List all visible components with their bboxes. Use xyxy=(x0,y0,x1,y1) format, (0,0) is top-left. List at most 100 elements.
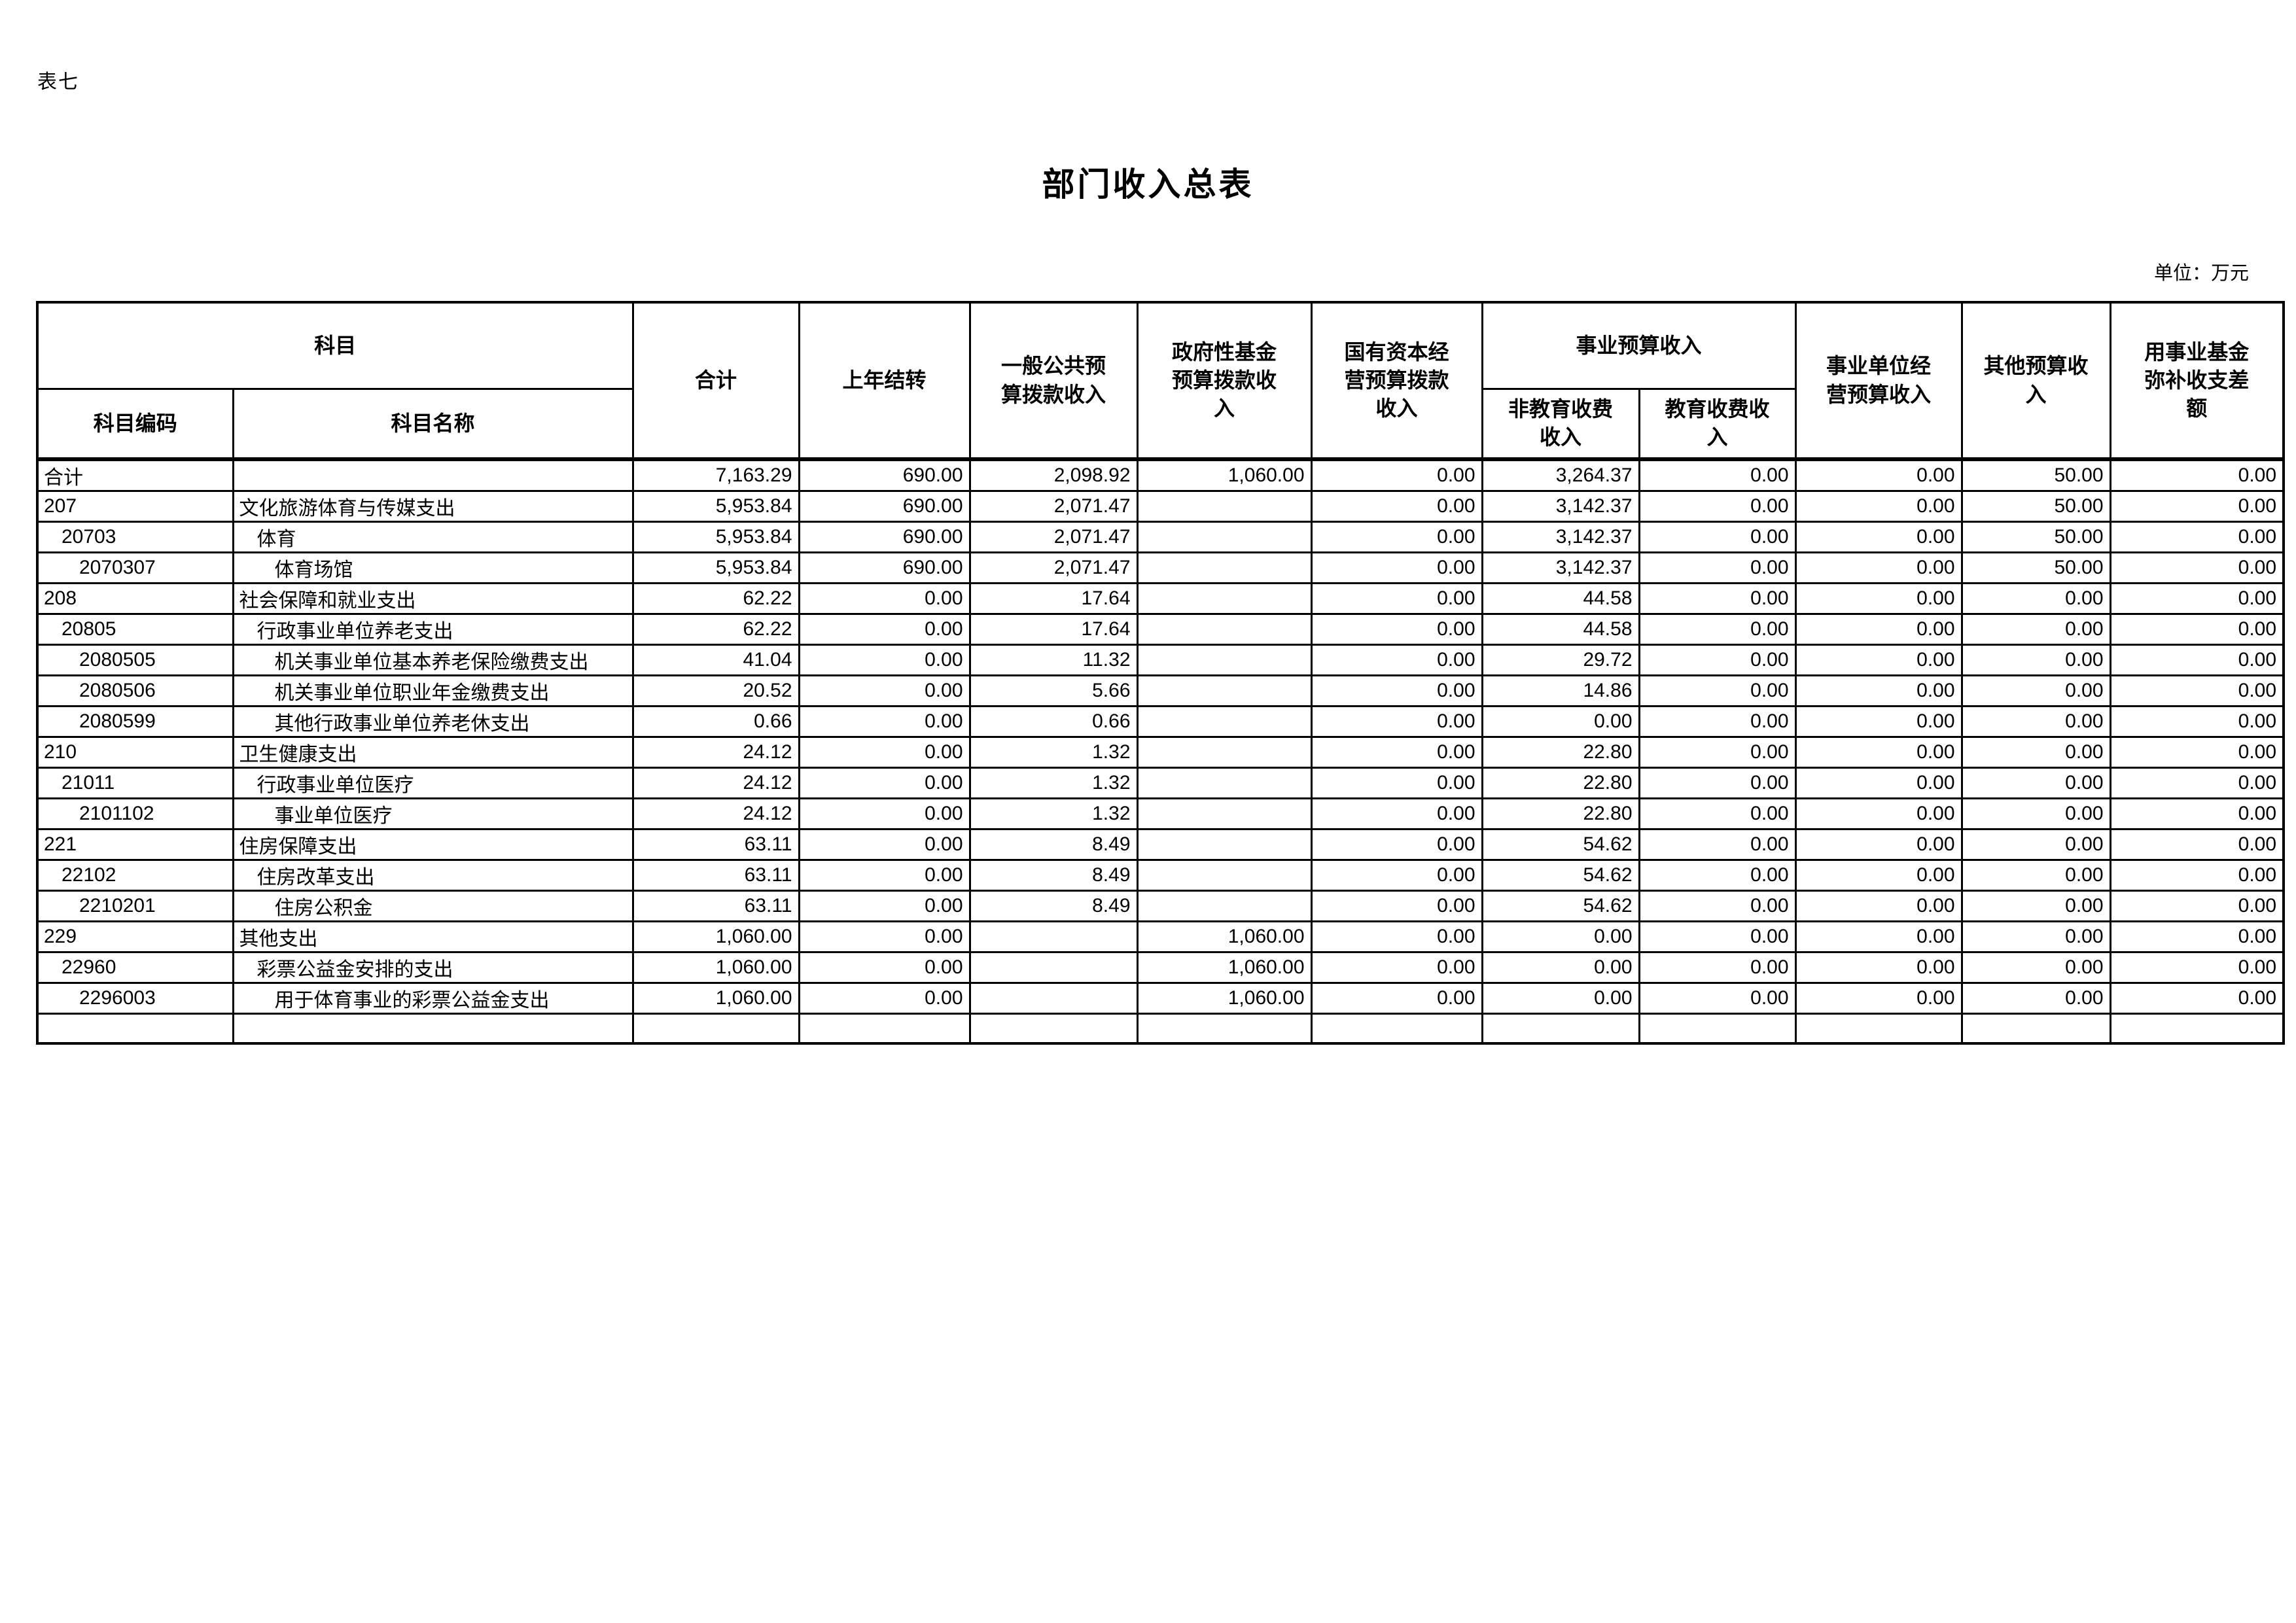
subject-name-cell: 体育场馆 xyxy=(232,551,634,584)
value-cell: 0.00 xyxy=(1960,705,2111,738)
value-cell: 0.00 xyxy=(1638,551,1797,584)
value-cell: 1,060.00 xyxy=(1136,982,1313,1015)
value-cell xyxy=(1136,736,1313,769)
value-cell: 0.00 xyxy=(2109,982,2285,1015)
value-cell: 0.00 xyxy=(2109,457,2285,492)
value-cell: 0.00 xyxy=(1794,490,1963,523)
value-cell: 7,163.29 xyxy=(631,457,800,492)
subject-code-cell: 20703 xyxy=(36,521,234,553)
table-row: 2101102 事业单位医疗 24.12 0.00 1.32 0.00 22.80 0.00 0… xyxy=(36,797,2285,830)
value-cell: 5,953.84 xyxy=(631,521,800,553)
value-cell: 0.00 xyxy=(1794,890,1963,922)
value-cell: 22.80 xyxy=(1481,767,1640,799)
value-cell: 8.49 xyxy=(968,859,1139,892)
value-cell: 0.00 xyxy=(1794,521,1963,553)
subject-code-cell: 合计 xyxy=(36,457,234,492)
value-cell: 0.00 xyxy=(1794,767,1963,799)
subject-name-cell: 用于体育事业的彩票公益金支出 xyxy=(232,982,634,1015)
value-cell xyxy=(968,951,1139,984)
value-cell: 0.66 xyxy=(631,705,800,738)
value-cell: 0.00 xyxy=(1794,982,1963,1015)
value-cell: 0.00 xyxy=(2109,797,2285,830)
subject-name-cell: 社会保障和就业支出 xyxy=(232,582,634,615)
income-summary-table: 科目 合计 上年结转 一般公共预 算拨款收入 政府性基金 预算拨款收 入 国有资… xyxy=(36,301,2286,1045)
value-cell: 0.00 xyxy=(1960,644,2111,676)
value-cell: 0.00 xyxy=(798,582,971,615)
value-cell: 0.00 xyxy=(798,982,971,1015)
value-cell: 0.00 xyxy=(1310,490,1483,523)
subject-code-cell: 2296003 xyxy=(36,982,234,1015)
value-cell: 2,098.92 xyxy=(968,457,1139,492)
value-cell: 0.00 xyxy=(2109,644,2285,676)
col-header-state-capital-budget: 国有资本经 营预算拨款 收入 xyxy=(1310,301,1483,461)
value-cell: 0.00 xyxy=(1794,457,1963,492)
subject-name-cell: 事业单位医疗 xyxy=(232,797,634,830)
value-cell: 0.00 xyxy=(2109,828,2285,861)
value-cell: 0.00 xyxy=(2109,613,2285,646)
value-cell: 0.00 xyxy=(1638,644,1797,676)
value-cell: 0.00 xyxy=(1310,457,1483,492)
subject-code-cell: 229 xyxy=(36,920,234,953)
value-cell: 41.04 xyxy=(631,644,800,676)
value-cell: 0.00 xyxy=(1481,705,1640,738)
value-cell: 0.00 xyxy=(1960,674,2111,707)
value-cell xyxy=(1136,613,1313,646)
col-header-subject-code: 科目编码 xyxy=(36,387,234,461)
subject-name-cell xyxy=(232,1013,634,1044)
value-cell: 0.00 xyxy=(1481,920,1640,953)
value-cell: 0.00 xyxy=(1310,890,1483,922)
subject-name-cell: 机关事业单位基本养老保险缴费支出 xyxy=(232,644,634,676)
value-cell: 29.72 xyxy=(1481,644,1640,676)
value-cell: 0.00 xyxy=(2109,767,2285,799)
value-cell: 2,071.47 xyxy=(968,521,1139,553)
subject-name-cell: 文化旅游体育与传媒支出 xyxy=(232,490,634,523)
subject-code-cell: 22102 xyxy=(36,859,234,892)
value-cell xyxy=(1136,797,1313,830)
value-cell: 0.00 xyxy=(1638,859,1797,892)
subject-code-cell: 20805 xyxy=(36,613,234,646)
value-cell xyxy=(1638,1013,1797,1044)
value-cell: 63.11 xyxy=(631,859,800,892)
value-cell: 0.00 xyxy=(1794,705,1963,738)
value-cell: 0.00 xyxy=(2109,490,2285,523)
table-row: 221 住房保障支出 63.11 0.00 8.49 0.00 54.62 0.00 0.00 0… xyxy=(36,828,2285,861)
value-cell: 44.58 xyxy=(1481,582,1640,615)
table-row: 2296003 用于体育事业的彩票公益金支出 1,060.00 0.00 1,060.0… xyxy=(36,982,2285,1015)
table-row: 20805 行政事业单位养老支出 62.22 0.00 17.64 0.00 44.58 0.… xyxy=(36,613,2285,646)
subject-code-cell: 2080505 xyxy=(36,644,234,676)
value-cell xyxy=(1310,1013,1483,1044)
value-cell: 0.00 xyxy=(2109,582,2285,615)
value-cell: 22.80 xyxy=(1481,797,1640,830)
value-cell xyxy=(968,920,1139,953)
subject-code-cell: 2101102 xyxy=(36,797,234,830)
value-cell: 3,142.37 xyxy=(1481,521,1640,553)
value-cell: 0.00 xyxy=(1794,797,1963,830)
col-header-govt-fund-budget: 政府性基金 预算拨款收 入 xyxy=(1136,301,1313,461)
subject-name-cell: 彩票公益金安排的支出 xyxy=(232,951,634,984)
value-cell: 14.86 xyxy=(1481,674,1640,707)
value-cell: 1,060.00 xyxy=(1136,951,1313,984)
table-row: 22960 彩票公益金安排的支出 1,060.00 0.00 1,060.00 0.00 0… xyxy=(36,951,2285,984)
value-cell: 0.00 xyxy=(1638,490,1797,523)
table-number-label: 表七 xyxy=(37,71,79,93)
value-cell: 0.00 xyxy=(1310,551,1483,584)
table-row: 210 卫生健康支出 24.12 0.00 1.32 0.00 22.80 0.00 0.00 0… xyxy=(36,736,2285,769)
value-cell: 0.00 xyxy=(1960,736,2111,769)
value-cell: 54.62 xyxy=(1481,890,1640,922)
value-cell: 0.00 xyxy=(2109,705,2285,738)
value-cell xyxy=(798,1013,971,1044)
table-row: 20703 体育 5,953.84 690.00 2,071.47 0.00 3,142.3… xyxy=(36,521,2285,553)
value-cell xyxy=(1136,705,1313,738)
value-cell: 690.00 xyxy=(798,490,971,523)
value-cell: 0.00 xyxy=(798,613,971,646)
table-row: 207 文化旅游体育与传媒支出 5,953.84 690.00 2,071.47 0.00… xyxy=(36,490,2285,523)
value-cell xyxy=(1136,582,1313,615)
value-cell: 1,060.00 xyxy=(1136,920,1313,953)
subject-code-cell: 2070307 xyxy=(36,551,234,584)
value-cell: 0.00 xyxy=(2109,890,2285,922)
value-cell xyxy=(1136,1013,1313,1044)
value-cell: 63.11 xyxy=(631,890,800,922)
value-cell: 0.00 xyxy=(1638,767,1797,799)
col-header-business-budget-income: 事业预算收入 xyxy=(1481,301,1797,390)
value-cell: 0.00 xyxy=(1794,828,1963,861)
